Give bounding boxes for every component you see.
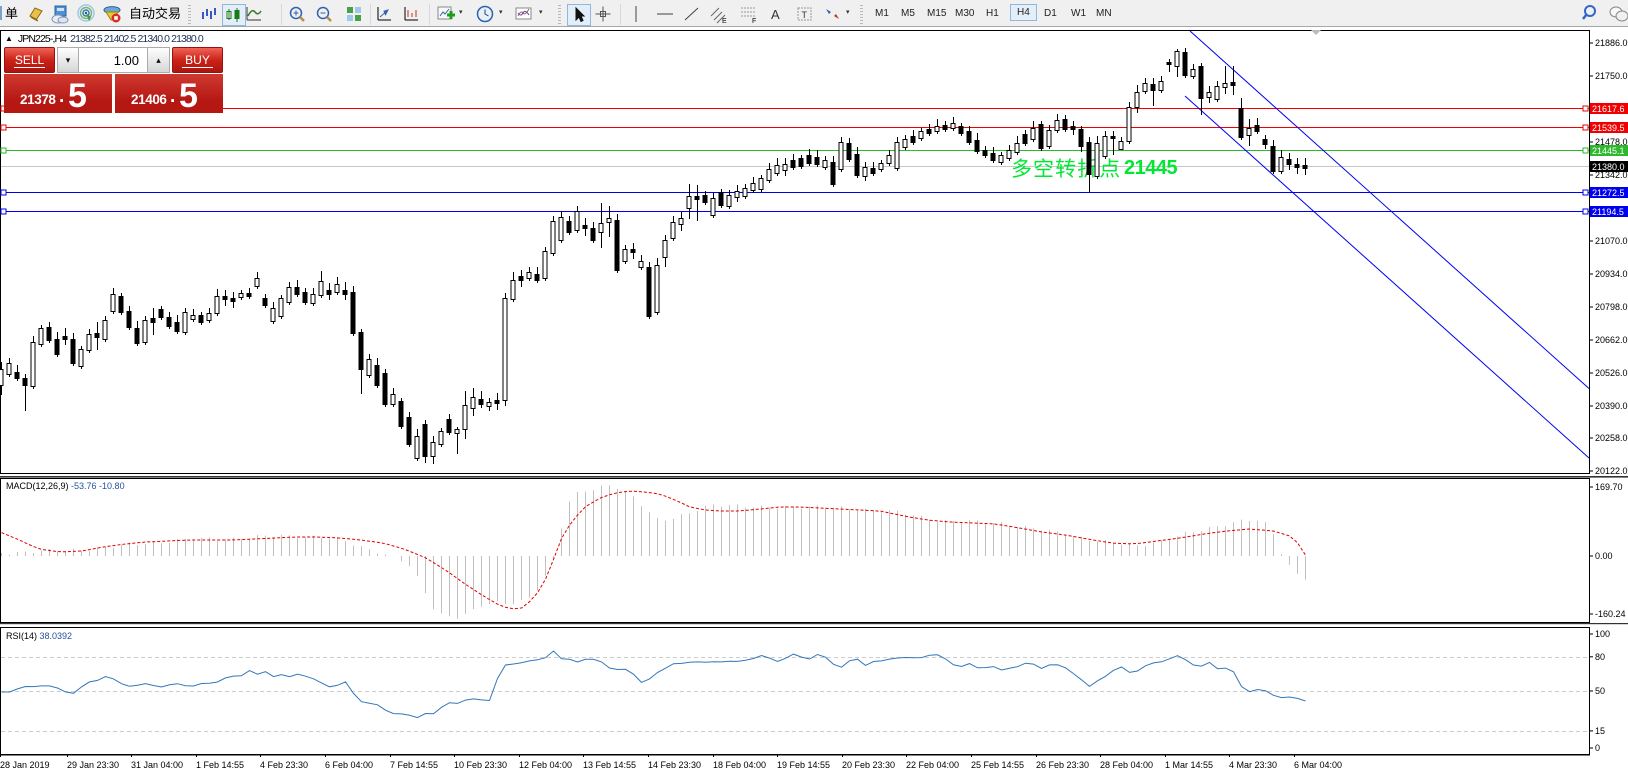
svg-text:100: 100 bbox=[1595, 629, 1610, 639]
svg-text:50: 50 bbox=[1595, 686, 1605, 696]
svg-text:20526.0: 20526.0 bbox=[1595, 368, 1628, 378]
svg-text:28 Jan 2019: 28 Jan 2019 bbox=[0, 760, 50, 770]
svg-text:6 Mar 04:00: 6 Mar 04:00 bbox=[1294, 760, 1342, 770]
svg-text:F: F bbox=[752, 18, 756, 24]
svg-text:31 Jan 04:00: 31 Jan 04:00 bbox=[131, 760, 183, 770]
svg-text:4 Feb 23:30: 4 Feb 23:30 bbox=[260, 760, 308, 770]
svg-text:14 Feb 23:30: 14 Feb 23:30 bbox=[648, 760, 701, 770]
svg-text:20934.0: 20934.0 bbox=[1595, 269, 1628, 279]
svg-text:0.00: 0.00 bbox=[1595, 551, 1613, 561]
svg-text:21750.0: 21750.0 bbox=[1595, 71, 1628, 81]
svg-text:21070.0: 21070.0 bbox=[1595, 236, 1628, 246]
svg-text:21342.0: 21342.0 bbox=[1595, 170, 1628, 180]
svg-text:4 Mar 23:30: 4 Mar 23:30 bbox=[1229, 760, 1277, 770]
svg-text:21445.1: 21445.1 bbox=[1592, 146, 1625, 156]
svg-text:25 Feb 14:55: 25 Feb 14:55 bbox=[971, 760, 1024, 770]
svg-text:20258.0: 20258.0 bbox=[1595, 433, 1628, 443]
svg-text:169.70: 169.70 bbox=[1595, 482, 1623, 492]
svg-text:0: 0 bbox=[1595, 743, 1600, 753]
svg-text:21886.0: 21886.0 bbox=[1595, 38, 1628, 48]
svg-text:29 Jan 23:30: 29 Jan 23:30 bbox=[67, 760, 119, 770]
svg-text:20 Feb 23:30: 20 Feb 23:30 bbox=[842, 760, 895, 770]
svg-text:20798.0: 20798.0 bbox=[1595, 302, 1628, 312]
svg-text:20390.0: 20390.0 bbox=[1595, 401, 1628, 411]
svg-text:18 Feb 04:00: 18 Feb 04:00 bbox=[713, 760, 766, 770]
svg-text:21445: 21445 bbox=[1124, 157, 1177, 179]
svg-text:10 Feb 23:30: 10 Feb 23:30 bbox=[454, 760, 507, 770]
svg-text:19 Feb 14:55: 19 Feb 14:55 bbox=[777, 760, 830, 770]
svg-text:1 Mar 14:55: 1 Mar 14:55 bbox=[1165, 760, 1213, 770]
svg-text:21478.0: 21478.0 bbox=[1595, 137, 1628, 147]
svg-text:12 Feb 04:00: 12 Feb 04:00 bbox=[519, 760, 572, 770]
svg-text:T: T bbox=[802, 10, 808, 20]
svg-text:26 Feb 23:30: 26 Feb 23:30 bbox=[1036, 760, 1089, 770]
svg-text:RSI(14) 38.0392: RSI(14) 38.0392 bbox=[6, 631, 72, 641]
svg-text:21539.5: 21539.5 bbox=[1592, 123, 1625, 133]
svg-text:7 Feb 14:55: 7 Feb 14:55 bbox=[390, 760, 438, 770]
svg-text:21194.5: 21194.5 bbox=[1592, 207, 1624, 217]
svg-text:-160.24: -160.24 bbox=[1595, 609, 1626, 619]
svg-text:20662.0: 20662.0 bbox=[1595, 335, 1628, 345]
svg-text:21272.5: 21272.5 bbox=[1592, 188, 1625, 198]
svg-text:22 Feb 04:00: 22 Feb 04:00 bbox=[906, 760, 959, 770]
svg-text:MACD(12,26,9) -53.76 -10.80: MACD(12,26,9) -53.76 -10.80 bbox=[6, 481, 125, 491]
svg-text:21380.0: 21380.0 bbox=[1592, 162, 1625, 172]
svg-text:15: 15 bbox=[1595, 726, 1605, 736]
svg-text:28 Feb 04:00: 28 Feb 04:00 bbox=[1100, 760, 1153, 770]
svg-text:80: 80 bbox=[1595, 652, 1605, 662]
svg-text:20122.0: 20122.0 bbox=[1595, 466, 1628, 476]
svg-text:6 Feb 04:00: 6 Feb 04:00 bbox=[325, 760, 373, 770]
svg-text:E: E bbox=[722, 18, 727, 24]
svg-text:1 Feb 14:55: 1 Feb 14:55 bbox=[196, 760, 244, 770]
svg-text:13 Feb 14:55: 13 Feb 14:55 bbox=[583, 760, 636, 770]
svg-text:21617.6: 21617.6 bbox=[1592, 104, 1625, 114]
